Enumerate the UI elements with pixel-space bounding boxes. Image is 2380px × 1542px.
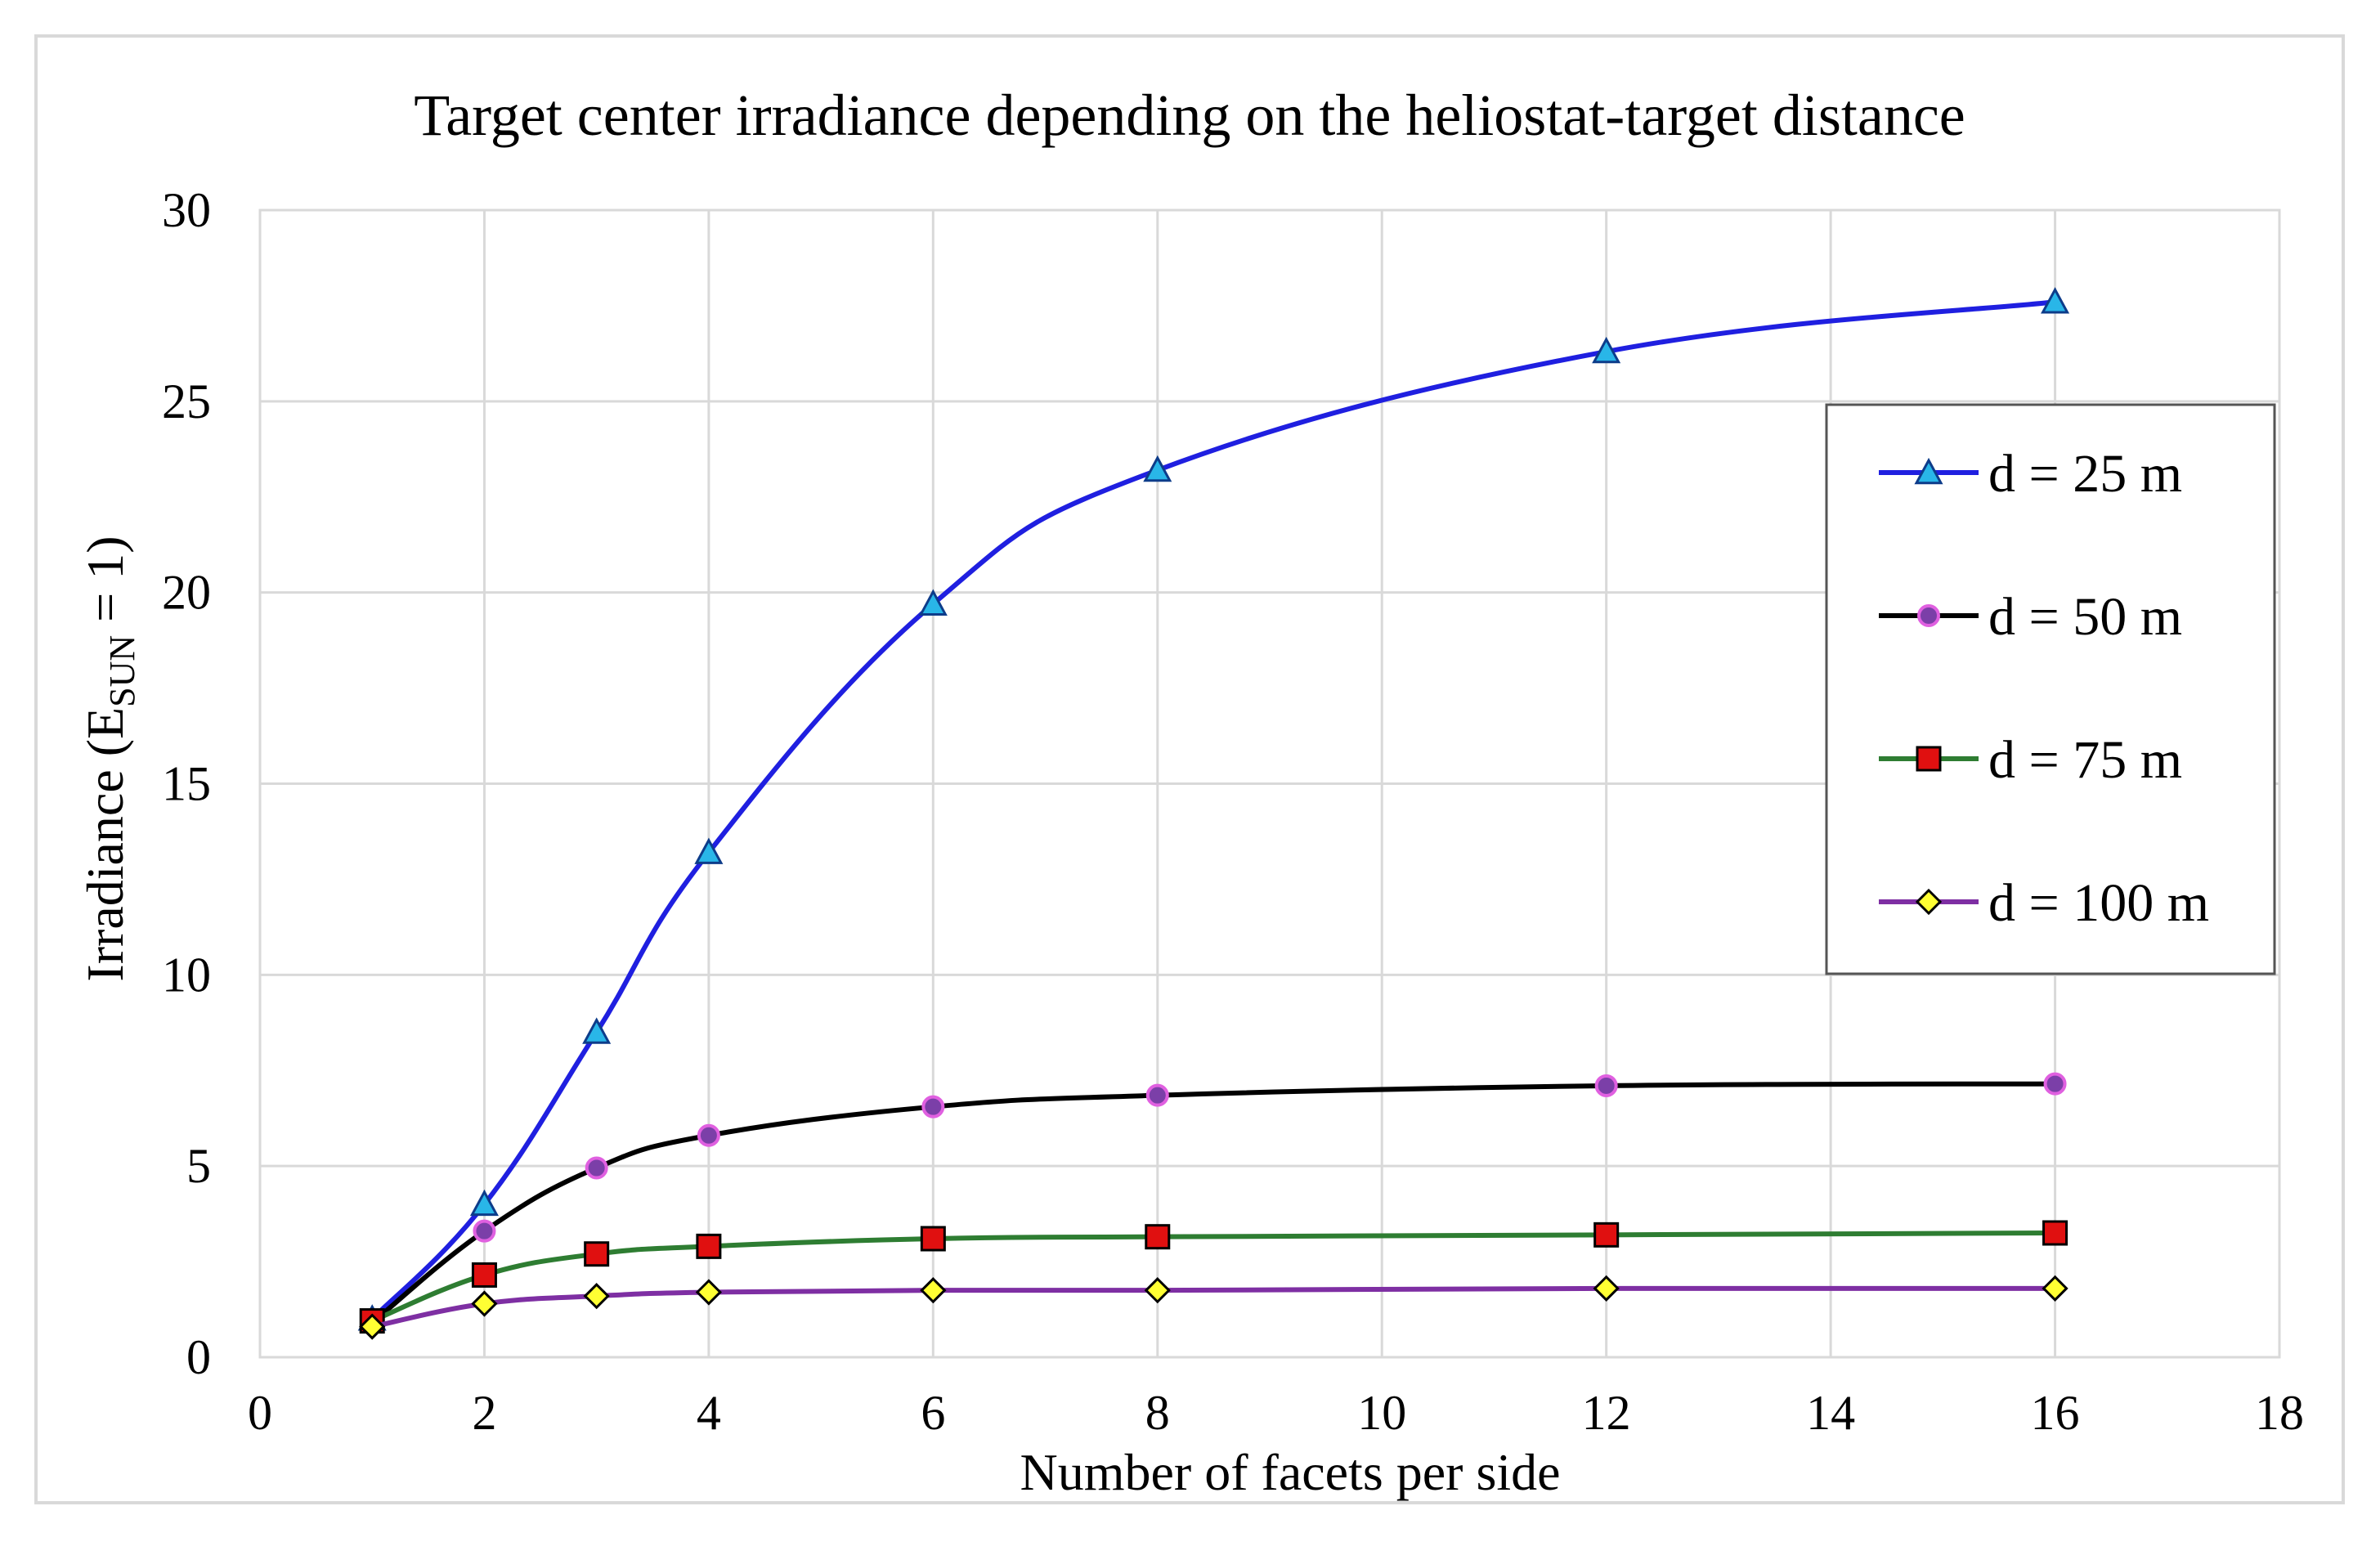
data-point <box>582 1017 612 1044</box>
series-line <box>371 1285 2055 1329</box>
legend-marker <box>1917 604 1940 627</box>
legend-label: d = 25 m <box>1988 444 2182 504</box>
y-tick-label: 10 <box>162 948 211 1002</box>
x-tick-label: 16 <box>2031 1386 2080 1440</box>
data-point <box>696 1233 722 1259</box>
y-axis-label-subscript: SUN <box>102 635 142 707</box>
data-point <box>918 589 948 616</box>
data-point <box>585 1156 608 1180</box>
y-tick-label: 30 <box>162 183 211 237</box>
data-point <box>1145 1083 1169 1107</box>
series-1 <box>357 287 2070 1331</box>
data-point <box>2043 1072 2067 1096</box>
x-axis-label: Number of facets per side <box>1020 1443 1560 1501</box>
data-point <box>471 1262 497 1288</box>
data-point <box>2042 1220 2068 1246</box>
legend-marker <box>1916 746 1942 772</box>
series-4 <box>359 1275 2068 1340</box>
data-point <box>583 1283 610 1310</box>
x-axis-ticks: 0 2 4 6 8 10 12 14 16 18 <box>248 1386 2304 1440</box>
data-point <box>1145 1224 1171 1250</box>
legend-label: d = 50 m <box>1988 587 2182 647</box>
legend: d = 25 m d = 50 m d = 75 m d = 100 m <box>1825 403 2276 975</box>
legend-marker <box>1915 888 1943 916</box>
x-tick-label: 18 <box>2255 1386 2304 1440</box>
x-tick-label: 10 <box>1357 1386 1406 1440</box>
legend-label: d = 75 m <box>1988 730 2182 790</box>
y-tick-label: 20 <box>162 566 211 620</box>
data-point <box>584 1241 610 1267</box>
x-tick-label: 0 <box>248 1386 272 1440</box>
data-point <box>694 837 724 864</box>
y-tick-label: 25 <box>162 374 211 428</box>
x-tick-label: 2 <box>472 1386 496 1440</box>
data-point <box>921 1095 945 1118</box>
data-point <box>469 1189 499 1217</box>
x-tick-label: 6 <box>921 1386 945 1440</box>
y-tick-label: 15 <box>162 757 211 811</box>
data-point <box>1593 1221 1620 1248</box>
data-point <box>1593 1275 1620 1302</box>
series-line <box>371 1230 2055 1324</box>
series-line <box>370 1081 2055 1325</box>
data-point <box>920 1277 947 1304</box>
y-tick-label: 5 <box>186 1139 211 1193</box>
data-point <box>359 1313 386 1340</box>
y-tick-label: 0 <box>186 1330 211 1384</box>
series-layer <box>357 287 2070 1340</box>
data-point <box>695 1279 723 1306</box>
plot-area-border <box>258 208 2281 1359</box>
y-axis-label-tail: = 1) <box>76 536 134 634</box>
y-axis-ticks: 0 5 10 15 20 25 30 <box>162 183 211 1384</box>
x-tick-label: 12 <box>1582 1386 1631 1440</box>
y-axis-label-main: Irradiance (E <box>76 707 134 982</box>
y-axis-label: Irradiance (ESUN = 1) <box>76 536 142 981</box>
legend-item: d = 75 m <box>1879 730 2182 790</box>
legend-item: d = 100 m <box>1879 873 2209 933</box>
chart-title: Target center irradiance depending on th… <box>414 83 1965 148</box>
data-point <box>920 1226 946 1252</box>
data-point <box>2041 287 2070 314</box>
x-tick-label: 14 <box>1806 1386 1855 1440</box>
legend-item: d = 50 m <box>1879 587 2182 647</box>
data-point <box>1594 1074 1618 1097</box>
data-point <box>2042 1275 2068 1302</box>
data-point <box>1144 1277 1171 1304</box>
data-point <box>471 1290 498 1317</box>
series-3 <box>359 1220 2068 1334</box>
data-point <box>473 1219 496 1243</box>
legend-box <box>1825 403 2276 975</box>
legend-label: d = 100 m <box>1988 873 2209 933</box>
legend-marker <box>1914 457 1943 485</box>
data-point <box>1143 455 1172 482</box>
x-tick-label: 4 <box>697 1386 721 1440</box>
legend-item: d = 25 m <box>1879 444 2182 504</box>
data-point <box>1592 336 1621 364</box>
data-point <box>697 1123 720 1147</box>
x-tick-label: 8 <box>1145 1386 1170 1440</box>
